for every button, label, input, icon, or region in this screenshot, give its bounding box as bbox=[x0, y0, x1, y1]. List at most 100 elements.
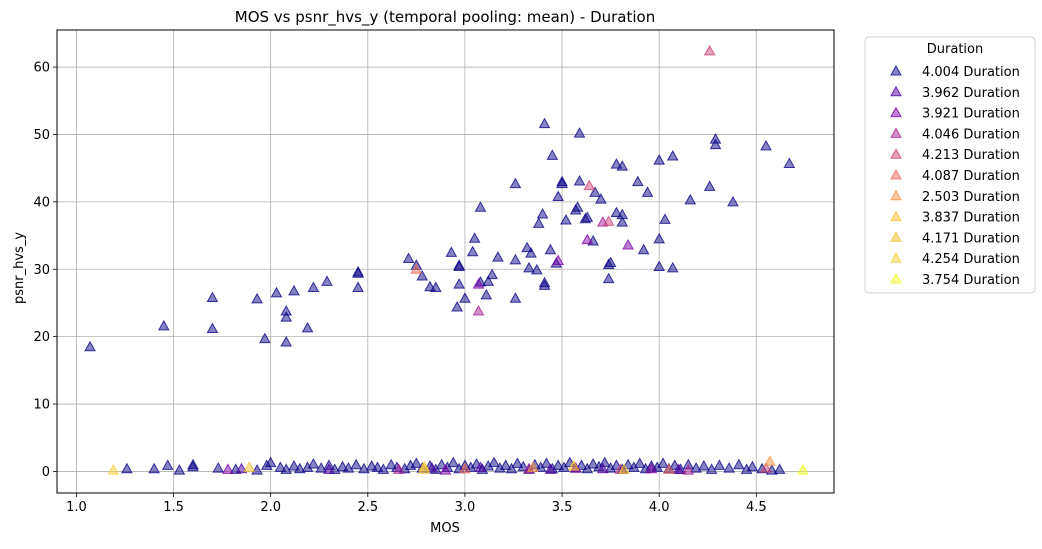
legend: Duration 4.004 Duration 3.962 Duration 3.9… bbox=[864, 36, 1036, 294]
data-point bbox=[783, 157, 796, 168]
legend-entry-label: 4.171 Duration bbox=[922, 231, 1020, 246]
data-point bbox=[482, 275, 495, 286]
data-point bbox=[703, 44, 716, 56]
data-point bbox=[492, 251, 504, 262]
data-point bbox=[418, 463, 430, 474]
data-point bbox=[206, 322, 219, 334]
data-point bbox=[567, 460, 580, 471]
legend-marker bbox=[890, 210, 902, 222]
data-point bbox=[466, 245, 479, 257]
data-point bbox=[264, 456, 277, 468]
data-point bbox=[538, 117, 551, 129]
data-point bbox=[573, 174, 586, 186]
data-point bbox=[684, 193, 697, 205]
data-point bbox=[604, 256, 617, 268]
data-point bbox=[350, 458, 362, 470]
data-point bbox=[633, 457, 646, 468]
x-tick-label: 4.5 bbox=[746, 500, 767, 515]
data-point bbox=[451, 300, 464, 312]
data-point bbox=[521, 241, 533, 253]
data-point bbox=[472, 305, 485, 316]
data-point bbox=[682, 464, 695, 475]
data-point bbox=[723, 462, 735, 473]
data-point bbox=[732, 458, 745, 470]
x-axis-label: MOS bbox=[430, 521, 460, 536]
data-point bbox=[527, 461, 539, 472]
data-point bbox=[645, 462, 658, 474]
legend-entry-label: 4.004 Duration bbox=[922, 65, 1020, 80]
data-point bbox=[637, 243, 650, 255]
data-point bbox=[323, 463, 335, 474]
data-point bbox=[540, 457, 553, 468]
legend-frame bbox=[864, 36, 1036, 294]
legend-entry-label: 3.962 Duration bbox=[922, 86, 1020, 101]
data-point bbox=[797, 464, 809, 475]
data-point bbox=[666, 149, 679, 161]
data-point bbox=[552, 254, 565, 265]
x-tick-label: 3.5 bbox=[552, 500, 573, 515]
data-point bbox=[523, 261, 535, 273]
y-tick-label: 30 bbox=[33, 263, 50, 278]
legend-title: Duration bbox=[927, 42, 983, 57]
data-point bbox=[307, 281, 320, 292]
legend-entry-label: 3.921 Duration bbox=[922, 107, 1020, 122]
data-point bbox=[280, 305, 293, 316]
data-point bbox=[342, 462, 355, 473]
data-point bbox=[773, 463, 786, 474]
data-point bbox=[610, 206, 623, 218]
data-point bbox=[616, 216, 629, 227]
data-point bbox=[581, 211, 594, 222]
data-point bbox=[439, 464, 452, 475]
legend-marker bbox=[890, 64, 902, 76]
data-point bbox=[653, 232, 666, 244]
x-tick-label: 4.0 bbox=[649, 500, 670, 515]
x-tick-label: 1.0 bbox=[66, 500, 87, 515]
data-point bbox=[538, 276, 551, 288]
data-point bbox=[509, 253, 522, 265]
axis-ticks: 1.0 1.5 2.0 2.5 3.0 3.5 4.0 4.5 0 10 20 30 40 50 60 bbox=[33, 61, 766, 515]
data-point bbox=[435, 458, 448, 470]
data-point bbox=[760, 462, 772, 473]
data-point bbox=[410, 457, 423, 468]
legend-entry-label: 3.754 Duration bbox=[922, 273, 1020, 288]
data-point bbox=[251, 292, 263, 304]
data-point bbox=[709, 138, 722, 150]
data-point bbox=[402, 252, 415, 263]
legend-entry-label: 4.254 Duration bbox=[922, 252, 1020, 267]
data-point bbox=[596, 462, 609, 474]
data-point bbox=[556, 175, 568, 187]
data-point bbox=[499, 459, 512, 470]
data-point bbox=[698, 460, 710, 471]
data-point bbox=[445, 246, 458, 257]
legend-marker bbox=[890, 85, 902, 97]
data-point bbox=[222, 463, 234, 474]
data-point bbox=[385, 458, 397, 470]
legend-marker bbox=[890, 106, 902, 118]
data-point bbox=[760, 139, 772, 151]
y-tick-label: 60 bbox=[33, 61, 50, 76]
data-point bbox=[157, 319, 170, 331]
data-point bbox=[243, 461, 256, 472]
data-points bbox=[84, 44, 809, 475]
y-tick-label: 50 bbox=[33, 128, 50, 143]
data-point bbox=[468, 232, 481, 243]
data-point bbox=[622, 238, 634, 250]
data-point bbox=[657, 457, 669, 468]
data-point bbox=[148, 462, 160, 474]
data-point bbox=[280, 311, 293, 322]
data-point bbox=[666, 261, 679, 273]
data-point bbox=[581, 233, 594, 245]
data-point bbox=[206, 291, 219, 303]
data-point bbox=[416, 269, 429, 281]
data-point bbox=[505, 462, 518, 474]
data-point bbox=[410, 263, 423, 274]
data-point bbox=[486, 268, 498, 280]
data-point bbox=[161, 459, 174, 470]
x-tick-label: 2.5 bbox=[357, 500, 378, 515]
data-point bbox=[474, 461, 487, 472]
legend-marker bbox=[890, 252, 902, 263]
data-point bbox=[764, 455, 776, 466]
data-point bbox=[459, 292, 471, 303]
data-point bbox=[602, 272, 615, 284]
